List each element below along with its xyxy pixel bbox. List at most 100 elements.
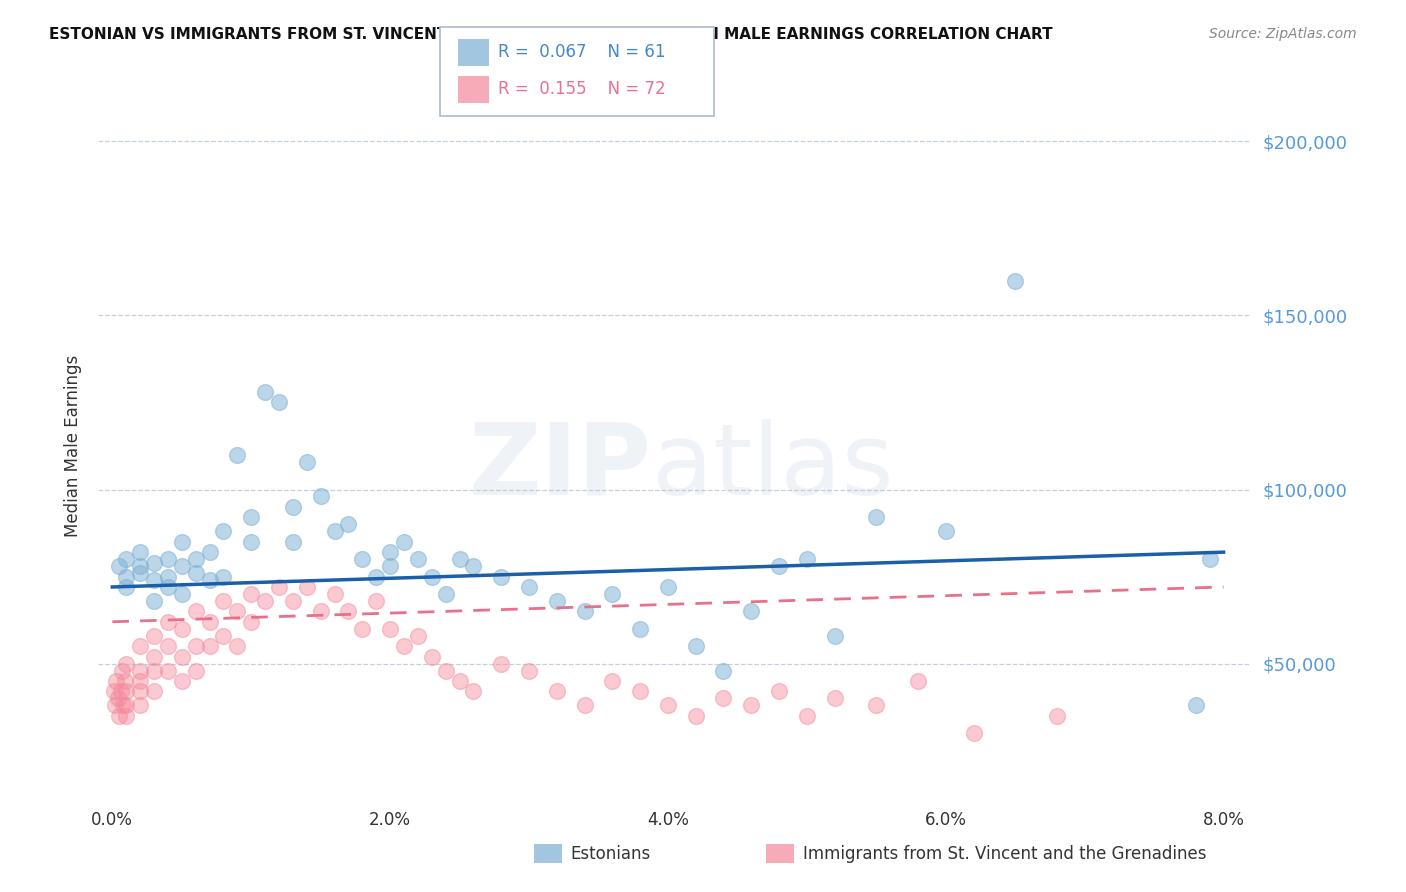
Text: ZIP: ZIP xyxy=(470,419,652,516)
Point xyxy=(309,604,332,618)
Point xyxy=(226,604,249,618)
Point xyxy=(1004,274,1026,288)
Point xyxy=(962,726,984,740)
Point xyxy=(865,698,887,713)
Point xyxy=(865,510,887,524)
Point xyxy=(143,629,166,643)
Point xyxy=(184,639,207,653)
Point xyxy=(103,684,125,698)
Point xyxy=(281,534,304,549)
Point xyxy=(105,673,128,688)
Point xyxy=(170,649,193,664)
Point xyxy=(115,552,138,566)
Point xyxy=(323,524,346,539)
Point xyxy=(267,580,290,594)
Point xyxy=(352,552,374,566)
Point xyxy=(111,664,134,678)
Point xyxy=(115,657,138,671)
Point xyxy=(406,629,429,643)
Point xyxy=(935,524,957,539)
Point xyxy=(337,604,360,618)
Point xyxy=(309,490,332,504)
Point xyxy=(226,448,249,462)
Point xyxy=(156,664,179,678)
Point xyxy=(434,664,457,678)
Point xyxy=(602,673,624,688)
Point xyxy=(740,698,762,713)
Point xyxy=(281,594,304,608)
Point xyxy=(685,708,707,723)
Point xyxy=(657,698,679,713)
Point xyxy=(378,559,401,574)
Point xyxy=(212,569,235,583)
Point xyxy=(115,580,138,594)
Point xyxy=(240,587,263,601)
Point xyxy=(129,566,152,580)
Point xyxy=(768,559,790,574)
Point xyxy=(449,552,471,566)
Point xyxy=(156,569,179,583)
Point xyxy=(170,587,193,601)
Point xyxy=(378,622,401,636)
Point xyxy=(115,684,138,698)
Point xyxy=(378,545,401,559)
Point xyxy=(143,556,166,570)
Point xyxy=(824,691,846,706)
Point xyxy=(240,615,263,629)
Point xyxy=(170,622,193,636)
Point xyxy=(574,698,596,713)
Point xyxy=(156,615,179,629)
Point xyxy=(685,639,707,653)
Point xyxy=(254,385,277,400)
Point xyxy=(420,649,443,664)
Point xyxy=(602,587,624,601)
Text: Immigrants from St. Vincent and the Grenadines: Immigrants from St. Vincent and the Gren… xyxy=(803,845,1206,863)
Point xyxy=(420,569,443,583)
Point xyxy=(768,684,790,698)
Text: Estonians: Estonians xyxy=(571,845,651,863)
Point xyxy=(115,569,138,583)
Text: atlas: atlas xyxy=(652,419,893,516)
Point xyxy=(129,673,152,688)
Point xyxy=(517,580,540,594)
Point xyxy=(254,594,277,608)
Point xyxy=(129,698,152,713)
Point xyxy=(156,580,179,594)
Text: R =  0.067    N = 61: R = 0.067 N = 61 xyxy=(498,44,665,62)
Point xyxy=(517,664,540,678)
Point xyxy=(657,580,679,594)
Point xyxy=(1198,552,1220,566)
Text: Source: ZipAtlas.com: Source: ZipAtlas.com xyxy=(1209,27,1357,41)
Point xyxy=(108,708,131,723)
Point xyxy=(198,573,221,587)
Point xyxy=(1184,698,1206,713)
Point xyxy=(824,629,846,643)
Point xyxy=(546,684,568,698)
Point xyxy=(463,559,485,574)
Point xyxy=(115,708,138,723)
Point xyxy=(628,684,651,698)
Point xyxy=(170,559,193,574)
Point xyxy=(129,639,152,653)
Point xyxy=(491,657,513,671)
Point xyxy=(212,524,235,539)
Point xyxy=(491,569,513,583)
Point xyxy=(295,455,318,469)
Point xyxy=(198,639,221,653)
Point xyxy=(129,559,152,574)
Point xyxy=(352,622,374,636)
Point xyxy=(114,673,136,688)
Point xyxy=(198,615,221,629)
Point xyxy=(628,622,651,636)
Point xyxy=(295,580,318,594)
Point xyxy=(143,594,166,608)
Point xyxy=(240,534,263,549)
Point xyxy=(170,673,193,688)
Point xyxy=(740,604,762,618)
Point xyxy=(129,684,152,698)
Point xyxy=(115,698,138,713)
Point xyxy=(170,534,193,549)
Point xyxy=(156,639,179,653)
Point xyxy=(198,545,221,559)
Point xyxy=(796,708,818,723)
